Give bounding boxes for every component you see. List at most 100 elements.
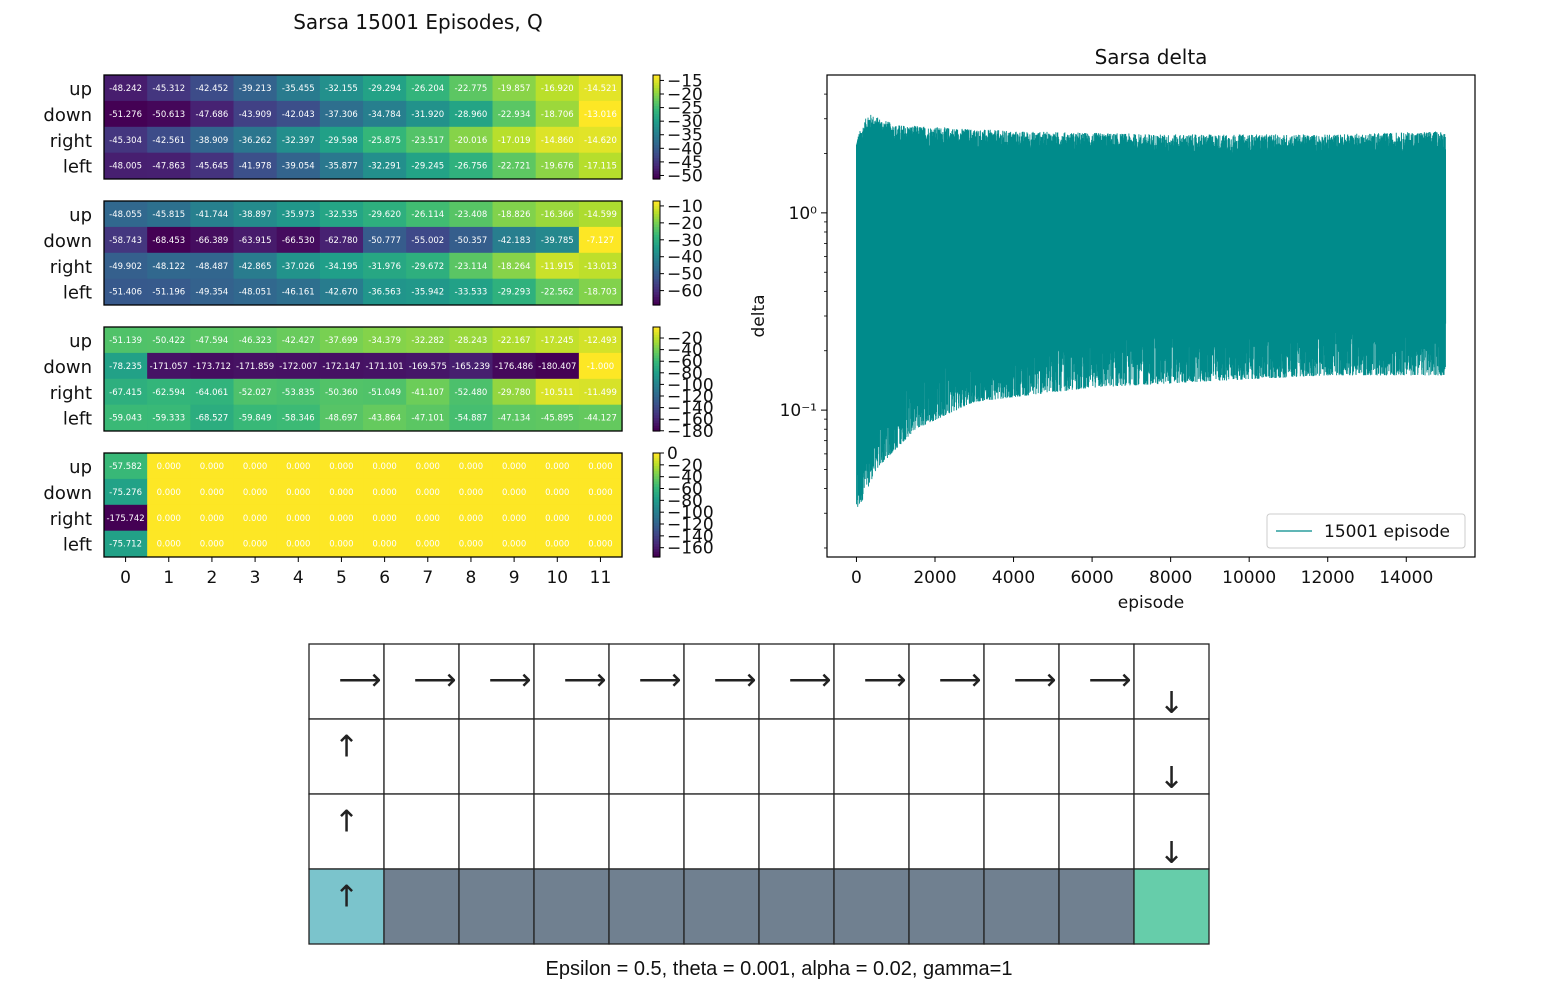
heatmap-cell	[147, 75, 191, 102]
heatmap-cell	[190, 504, 235, 532]
heatmap-cell	[406, 252, 450, 280]
colorbar-frame	[652, 452, 661, 558]
colorbar-segment	[653, 407, 660, 411]
colorbar-tick-label: −30	[667, 112, 703, 132]
heatmap-cell	[406, 530, 450, 558]
colorbar-segment	[653, 502, 660, 506]
action-label: right	[50, 131, 92, 152]
colorbar-tick-label: −30	[667, 231, 703, 251]
colorbar-tick-label: −120	[667, 515, 714, 535]
grid-cell	[1058, 718, 1135, 795]
policy-arrow-up-icon: ↑	[334, 730, 359, 765]
colorbar-tick-label: −80	[667, 491, 703, 511]
heatmap-cell-label: -51.196	[152, 288, 185, 298]
heatmap-cell	[233, 404, 278, 432]
colorbar-tick-label: −160	[667, 539, 714, 559]
heatmap-cell	[319, 453, 364, 480]
heatmap-cell	[104, 453, 148, 480]
heatmap-cell	[492, 226, 537, 254]
colorbar-frame	[652, 200, 661, 306]
grid-cell	[983, 868, 1060, 945]
heatmap-cell-label: -32.397	[282, 136, 315, 146]
colorbar-segment	[653, 103, 660, 107]
y-tick-label: 10⁰	[789, 204, 818, 224]
heatmap-cell	[147, 126, 191, 154]
heatmap-cell-label: -29.294	[368, 84, 401, 94]
heatmap-cell	[319, 152, 364, 180]
colorbar-segment	[653, 211, 660, 215]
heatmap-cell	[363, 504, 407, 532]
heatmap-cell-label: -45.815	[152, 210, 185, 220]
heatmap-cell	[492, 75, 537, 102]
heatmap-cell	[276, 226, 321, 254]
heatmap-cell	[363, 126, 407, 154]
colorbar-tick-label: −160	[667, 410, 714, 430]
heatmap-cell-label: 0.000	[372, 540, 396, 550]
heatmap-cell	[535, 252, 580, 280]
heatmap-cell	[147, 530, 191, 558]
heatmap-cell	[104, 252, 148, 280]
heatmap-cell	[535, 352, 580, 380]
heatmap-cell	[319, 530, 364, 558]
colorbar-segment	[653, 399, 660, 403]
heatmap-cell-label: -171.859	[236, 362, 274, 372]
heatmap-cell	[104, 75, 148, 102]
heatmap-cell	[233, 327, 278, 354]
heatmap-cell-label: -48.055	[109, 210, 142, 220]
heatmap-cell-label: -37.699	[325, 336, 358, 346]
heatmap-cell-label: -176.486	[495, 362, 533, 372]
colorbar-segment	[653, 95, 660, 99]
heatmap-cell	[492, 327, 537, 354]
heatmap-cell	[190, 201, 235, 228]
policy-arrow-right-icon: ⟶	[788, 663, 831, 698]
colorbar-segment	[653, 525, 660, 529]
heatmap-cell-label: 0.000	[157, 540, 181, 550]
colorbar-segment	[653, 176, 660, 180]
heatmap-cell-label: 0.000	[502, 540, 526, 550]
heatmap-cell	[535, 75, 580, 102]
heatmap-cell	[276, 278, 321, 306]
colorbar-segment	[653, 347, 660, 351]
heatmap-cell-label: -46.323	[239, 336, 272, 346]
grid-cell	[1133, 643, 1210, 720]
heatmap-cell	[190, 226, 235, 254]
q-panel-0: -48.242 -45.312 -42.452 -39.213 -35.455 -32.1…	[43, 71, 702, 186]
heatmap-cell	[190, 278, 235, 306]
heatmap-cell	[492, 126, 537, 154]
colorbar-tick-label: 0	[667, 444, 678, 464]
colorbar-segment	[653, 337, 660, 341]
heatmap-cell	[406, 352, 450, 380]
grid-cell	[908, 793, 985, 870]
heatmap-cell	[535, 152, 580, 180]
heatmap-cell-label: -28.243	[455, 336, 488, 346]
action-label: left	[63, 283, 92, 304]
heatmap-cell-label: -45.312	[152, 84, 185, 94]
heatmap-cell	[190, 327, 235, 354]
heatmap-cell-label: -51.049	[368, 388, 401, 398]
heatmap-cell	[104, 504, 148, 532]
colorbar-segment	[653, 247, 660, 251]
colorbar-tick-label: −60	[667, 282, 703, 302]
policy-arrow-right-icon: ⟶	[1013, 663, 1056, 698]
grid-cell	[458, 868, 535, 945]
heatmap-cell-label: -43.909	[239, 110, 272, 120]
policy-grid: ⟶ ⟶ ⟶ ⟶ ⟶ ⟶ ⟶ ⟶ ⟶ ⟶ ⟶ ↓ ↑ ↓ ↑ ↓ ↑	[308, 643, 1210, 945]
heatmap-cell	[104, 378, 148, 406]
heatmap-cell	[492, 453, 537, 480]
colorbar-segment	[653, 510, 660, 514]
heatmap-cell-label: -42.427	[282, 336, 315, 346]
heatmap-cell	[492, 201, 537, 228]
colorbar-tick-label: −25	[667, 99, 703, 119]
grid-cell	[308, 868, 385, 945]
heatmap-cell-label: -34.784	[368, 110, 401, 120]
grid-cell	[833, 793, 910, 870]
colorbar-segment	[653, 294, 660, 298]
x-tick-label: 8000	[1149, 568, 1192, 588]
colorbar-segment	[653, 208, 660, 212]
colorbar-tick-label: −20	[667, 85, 703, 105]
delta-title: Sarsa delta	[1095, 45, 1208, 69]
x-tick-label: 12000	[1301, 568, 1355, 588]
heatmap-cell	[104, 278, 148, 306]
colorbar-segment	[653, 544, 660, 548]
grid-cell	[683, 793, 760, 870]
